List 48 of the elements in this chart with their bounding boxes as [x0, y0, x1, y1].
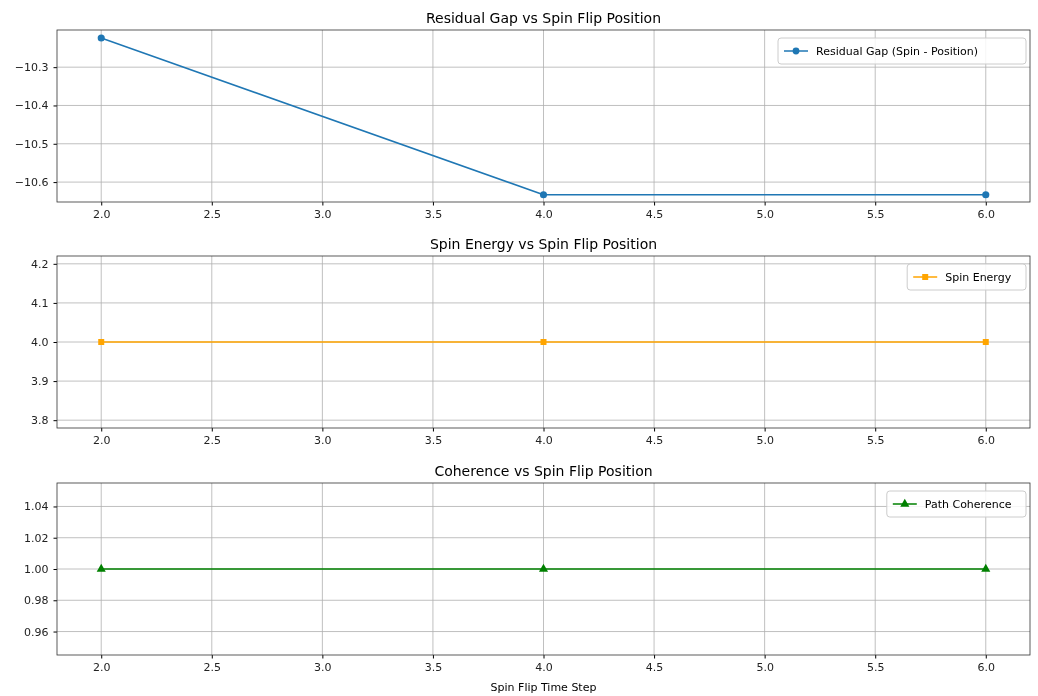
x-tick-label: 5.0	[756, 434, 774, 448]
legend-label: Path Coherence	[924, 498, 1012, 511]
x-tick-label: 2.0	[92, 208, 111, 222]
x-tick-label: 2.5	[203, 434, 222, 448]
y-tick-label: 0.98	[24, 594, 49, 608]
legend-label: Residual Gap (Spin - Position)	[816, 45, 979, 58]
x-tick-label: 5.5	[866, 661, 885, 675]
y-tick-label: 4.2	[31, 257, 49, 271]
legend-label: Spin Energy	[945, 271, 1012, 284]
x-tick-label: 3.5	[424, 434, 443, 448]
y-tick-label: 4.1	[31, 296, 49, 310]
x-tick-label: 3.0	[314, 208, 332, 222]
x-tick-label: 5.5	[866, 434, 885, 448]
y-tick-label: −10.6	[14, 176, 49, 190]
y-tick-label: 1.02	[24, 531, 49, 545]
x-axis-title: Spin Flip Time Step	[490, 681, 597, 694]
x-tick-label: 4.5	[645, 208, 664, 222]
y-tick-label: −10.3	[14, 61, 49, 75]
x-tick-label: 2.0	[92, 661, 111, 675]
y-tick-label: 3.8	[31, 414, 49, 428]
y-tick-label: 4.0	[31, 336, 49, 350]
y-tick-label: −10.4	[14, 99, 49, 113]
x-tick-label: 3.5	[424, 208, 443, 222]
x-tick-label: 4.0	[535, 661, 553, 675]
x-tick-label: 6.0	[977, 208, 996, 222]
y-tick-label: −10.5	[14, 137, 49, 151]
x-tick-label: 5.5	[866, 208, 885, 222]
x-tick-label: 3.0	[314, 661, 332, 675]
x-tick-label: 4.0	[535, 434, 553, 448]
y-tick-label: 3.9	[31, 375, 49, 389]
x-tick-label: 2.0	[92, 434, 111, 448]
chart-title: Coherence vs Spin Flip Position	[434, 463, 653, 479]
x-tick-label: 2.5	[203, 661, 222, 675]
x-tick-label: 3.5	[424, 661, 443, 675]
chart-title: Residual Gap vs Spin Flip Position	[425, 10, 662, 26]
y-tick-label: 0.96	[24, 625, 49, 639]
x-tick-label: 4.5	[645, 434, 664, 448]
x-tick-label: 3.0	[314, 434, 332, 448]
y-tick-label: 1.00	[24, 563, 49, 577]
x-tick-label: 6.0	[977, 661, 996, 675]
x-tick-label: 2.5	[203, 208, 222, 222]
x-tick-label: 5.0	[756, 208, 774, 222]
y-tick-label: 1.04	[24, 500, 49, 514]
x-tick-label: 4.0	[535, 208, 553, 222]
x-tick-label: 6.0	[977, 434, 996, 448]
x-tick-label: 4.5	[645, 661, 664, 675]
x-tick-label: 5.0	[756, 661, 774, 675]
chart-title: Spin Energy vs Spin Flip Position	[429, 236, 658, 252]
